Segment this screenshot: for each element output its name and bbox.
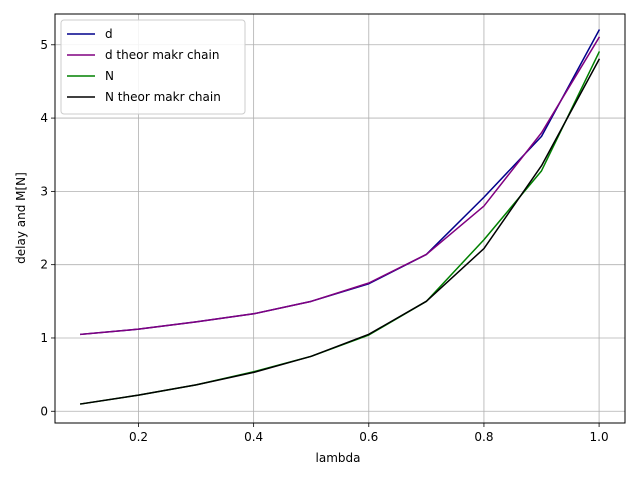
series-line-2 bbox=[80, 36, 601, 336]
legend-label: d bbox=[105, 27, 113, 41]
legend-label: N theor makr chain bbox=[105, 90, 221, 104]
x-tick-label: 0.2 bbox=[129, 430, 148, 444]
legend-label: d theor makr chain bbox=[105, 48, 219, 62]
x-tick-label: 1.0 bbox=[590, 430, 609, 444]
x-axis-label: lambda bbox=[316, 451, 361, 465]
legend-label: N bbox=[105, 69, 114, 83]
grid bbox=[55, 14, 625, 423]
axis-ticks: 0.2 0.4 0.6 0.8 1.0 0 1 2 3 4 5 bbox=[40, 38, 608, 444]
y-tick-label: 5 bbox=[40, 38, 48, 52]
y-tick-label: 4 bbox=[40, 111, 48, 125]
series-lines bbox=[80, 29, 601, 405]
y-tick-label: 0 bbox=[40, 404, 48, 418]
x-tick-label: 0.4 bbox=[244, 430, 263, 444]
x-tick-label: 0.8 bbox=[474, 430, 493, 444]
series-line-4 bbox=[80, 58, 601, 405]
y-tick-label: 2 bbox=[40, 258, 48, 272]
x-tick-label: 0.6 bbox=[359, 430, 378, 444]
y-tick-label: 3 bbox=[40, 184, 48, 198]
legend: d d theor makr chain N N theor makr chain bbox=[60, 19, 246, 115]
legend-box bbox=[60, 19, 246, 115]
y-axis-label: delay and M[N] bbox=[14, 172, 28, 264]
y-tick-label: 1 bbox=[40, 331, 48, 345]
plot-frame bbox=[54, 13, 626, 424]
